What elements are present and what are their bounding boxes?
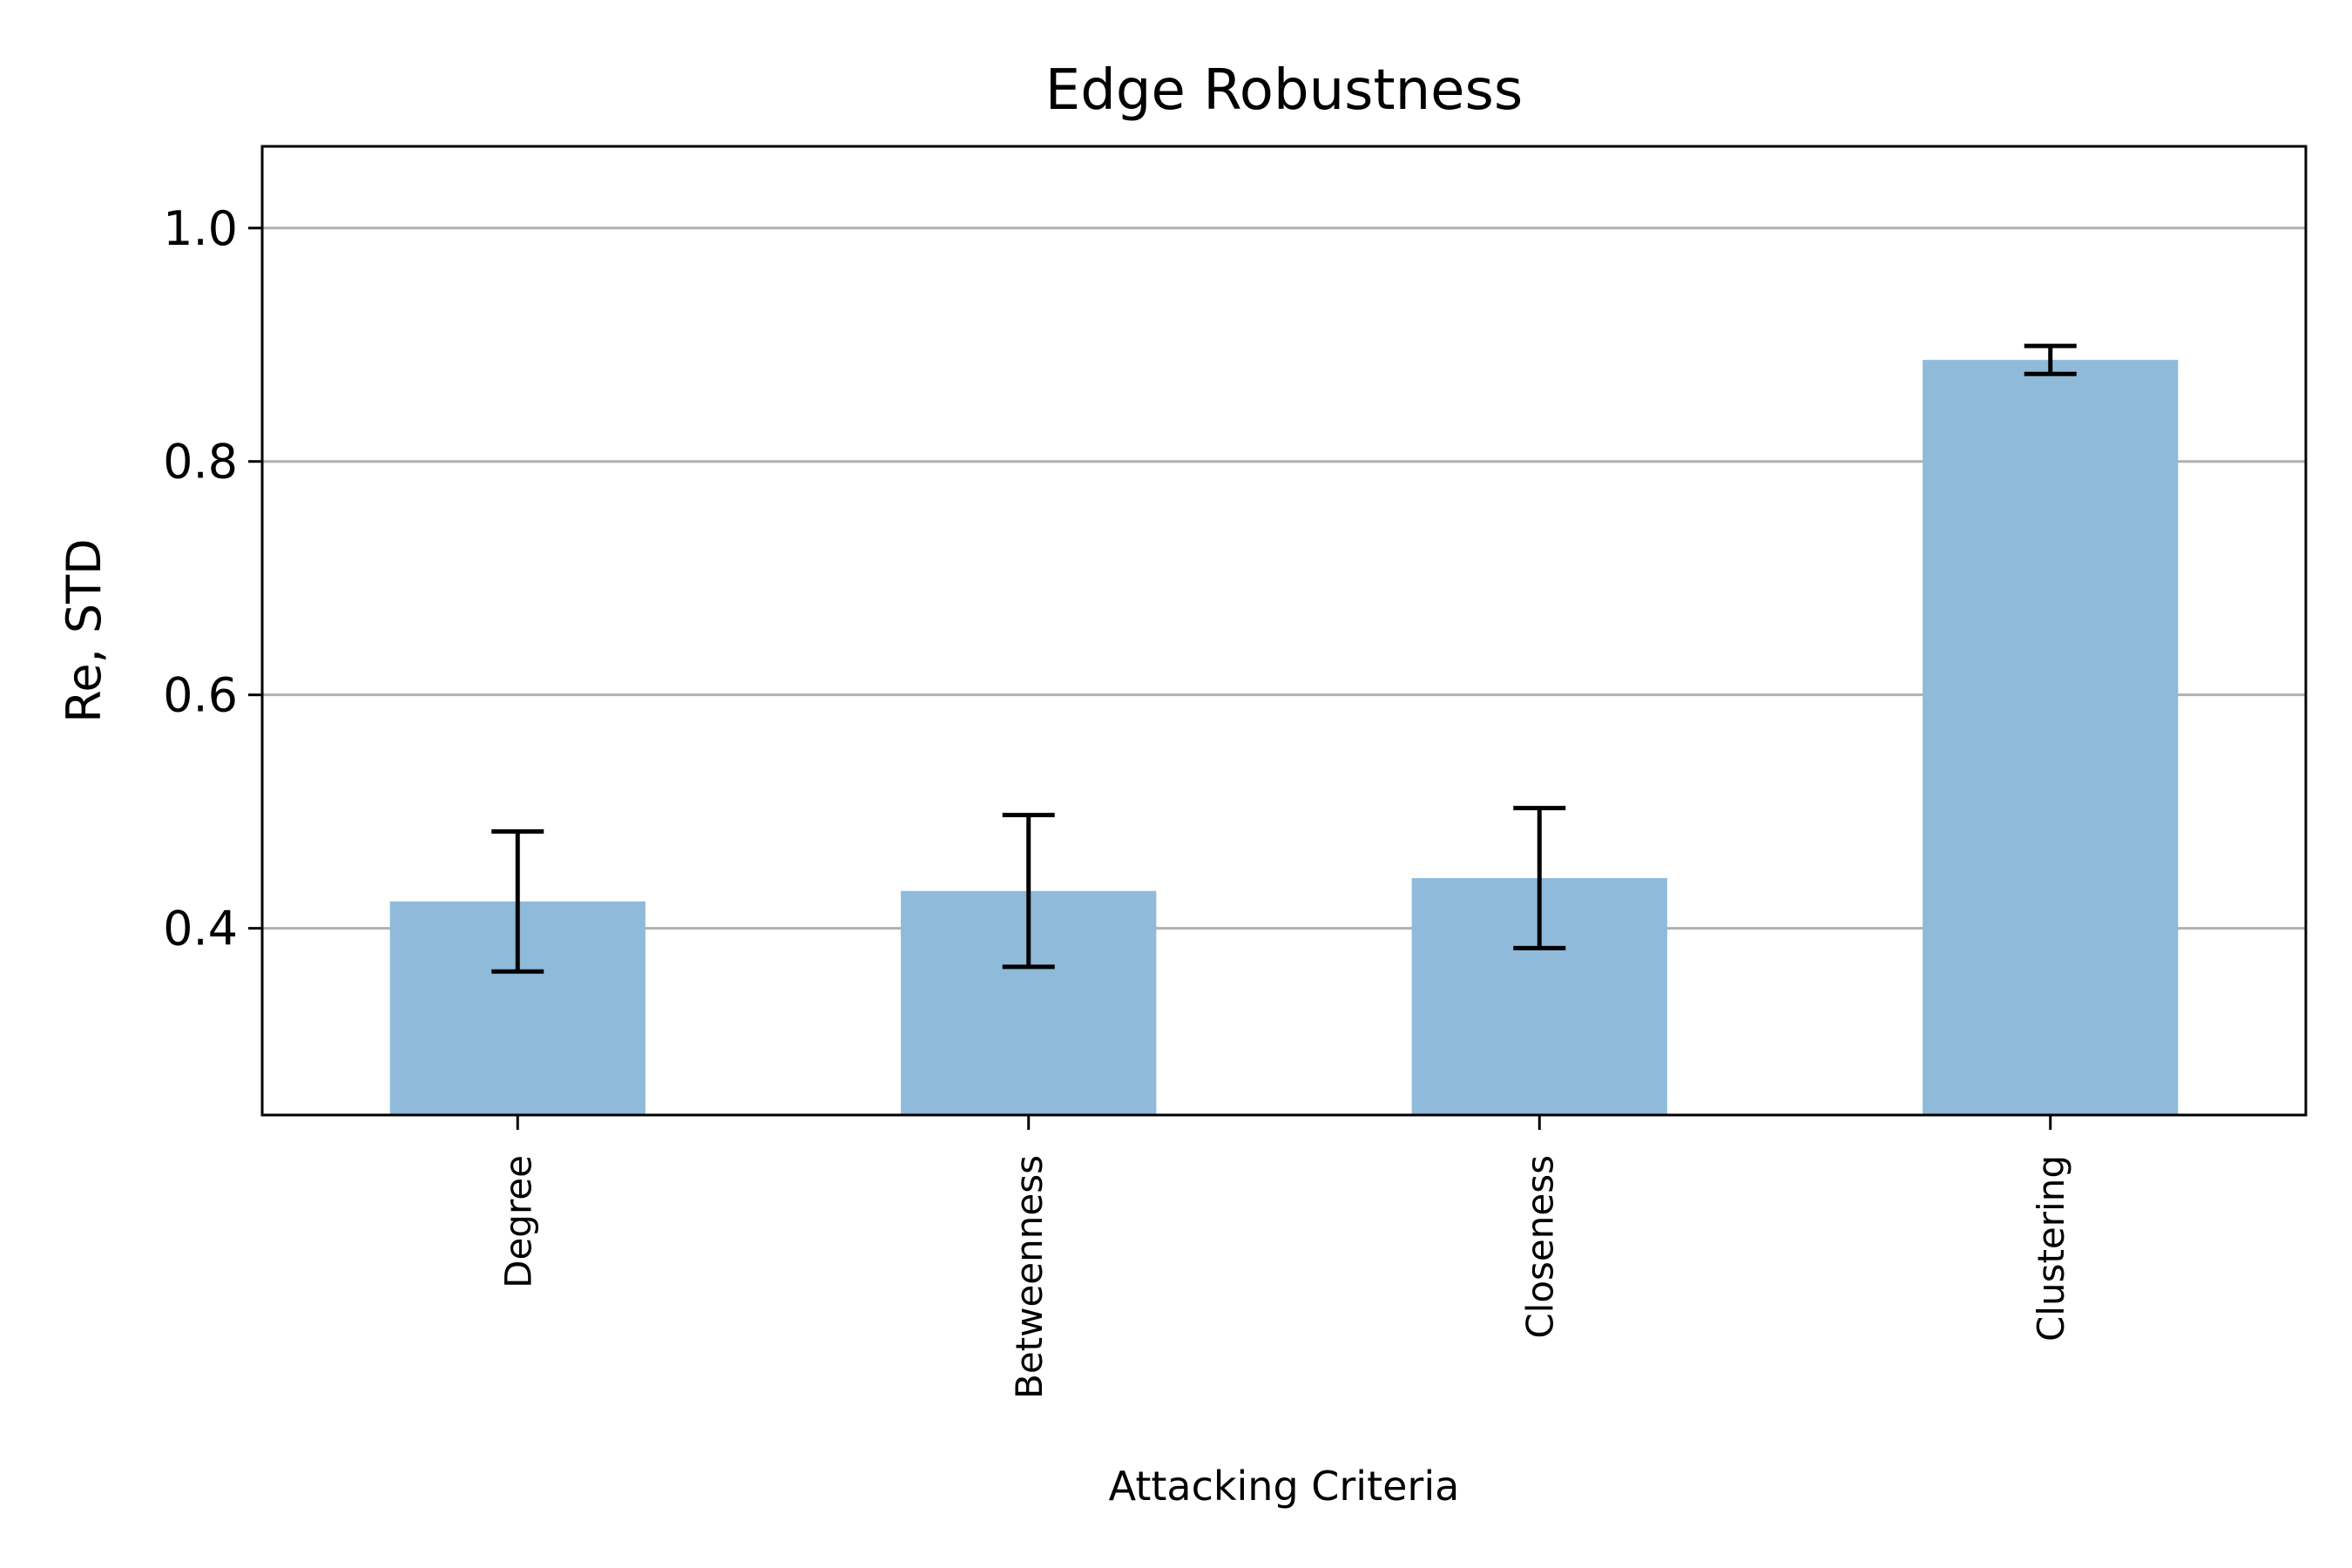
bar-clustering xyxy=(1923,360,2179,1115)
x-tick-label: Degree xyxy=(497,1155,539,1288)
x-tick-label: Closeness xyxy=(1518,1155,1561,1339)
plot-frame xyxy=(260,145,2308,1117)
error-bars xyxy=(491,343,2077,974)
chart-title: Edge Robustness xyxy=(1045,58,1523,123)
bars xyxy=(389,360,2179,1115)
y-tick-label: 0.6 xyxy=(163,668,238,723)
y-tick-label: 0.4 xyxy=(163,902,238,956)
x-axis-ticks: Degree Betweenness Closeness Clustering xyxy=(497,1115,2072,1399)
y-axis-ticks: 0.4 0.6 0.8 1.0 xyxy=(163,201,262,956)
y-tick-label: 1.0 xyxy=(163,201,238,256)
x-tick-label: Clustering xyxy=(2030,1155,2072,1342)
x-axis-label: Attacking Criteria xyxy=(1109,1463,1460,1510)
y-tick-label: 0.8 xyxy=(163,435,238,490)
y-axis-label: Re, STD xyxy=(57,538,112,723)
x-tick-label: Betweenness xyxy=(1008,1155,1051,1399)
